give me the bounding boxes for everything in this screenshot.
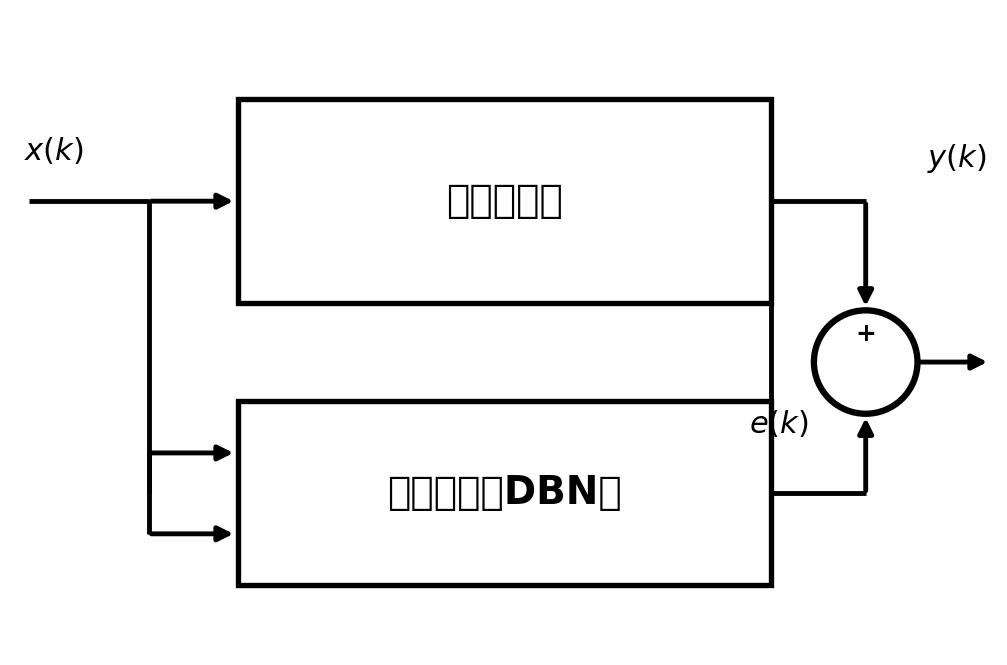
- Text: +: +: [855, 322, 876, 346]
- Text: $x(k)$: $x(k)$: [24, 136, 84, 168]
- Text: $e(k)$: $e(k)$: [749, 408, 809, 440]
- Bar: [239, 402, 771, 585]
- Text: −: −: [936, 350, 957, 374]
- Ellipse shape: [814, 311, 917, 414]
- Text: $y(k)$: $y(k)$: [927, 142, 987, 175]
- Text: 辨识模型（DBN）: 辨识模型（DBN）: [388, 474, 622, 513]
- Bar: [239, 99, 771, 303]
- Text: 非线性系统: 非线性系统: [446, 182, 563, 220]
